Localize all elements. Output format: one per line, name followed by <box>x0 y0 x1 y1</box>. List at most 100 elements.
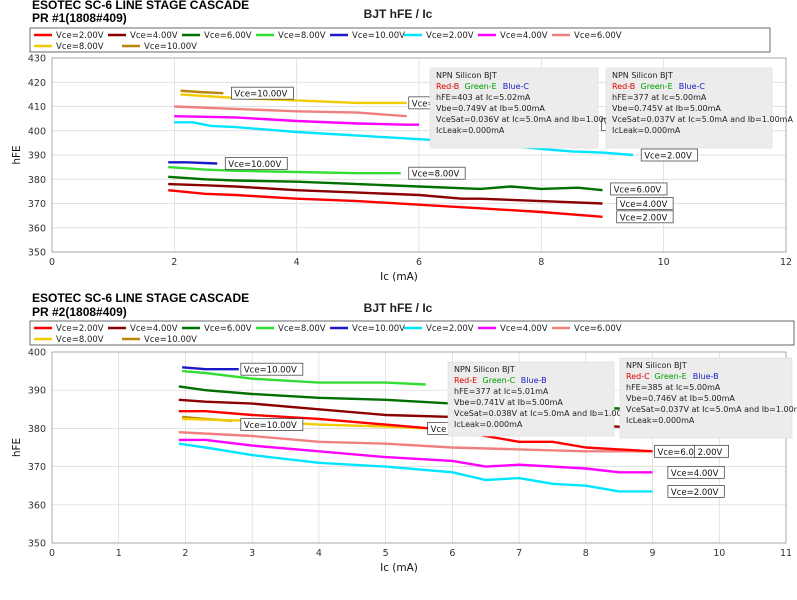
y-tick-label: 390 <box>28 386 46 397</box>
info-box-bg <box>619 357 793 439</box>
chart-heading-line2: PR #1(1808#409) <box>32 11 127 25</box>
x-tick-label: 0 <box>49 548 55 559</box>
legend-entry: Vce=6.00V <box>574 31 622 41</box>
info-box-title: NPN Silicon BJT <box>436 71 497 80</box>
x-tick-label: 6 <box>449 548 455 559</box>
info-box-line: Vbe=0.745V at Ib=5.00mA <box>612 104 721 113</box>
series-line <box>168 182 603 205</box>
legend-entry: Vce=4.00V <box>500 324 548 334</box>
y-tick-label: 410 <box>28 102 46 113</box>
legend-entry: Vce=2.00V <box>56 31 104 41</box>
y-tick-label: 380 <box>28 424 46 435</box>
series-group <box>168 89 634 218</box>
curve-label-box <box>240 362 304 376</box>
x-tick-label: 9 <box>650 548 656 559</box>
info-box-line: IcLeak=0.000mA <box>436 126 505 135</box>
legend-entry: Vce=8.00V <box>278 324 326 334</box>
y-tick-label: 370 <box>28 462 46 473</box>
curve-labels: Vce=10.00V Vce=10.00V Vce=2.00V Vce=4.00V Vc… <box>240 362 729 498</box>
chart-heading-line1: ESOTEC SC-6 LINE STAGE CASCADE <box>32 291 249 305</box>
info-box-pin: Blue-B <box>521 376 547 385</box>
y-axis-label: hFE <box>11 438 23 457</box>
curve-label-box <box>640 148 698 162</box>
info-box-line: IcLeak=0.000mA <box>454 420 523 429</box>
legend-entry: Vce=10.00V <box>352 324 405 334</box>
curve-label-box <box>224 157 288 170</box>
legend-frame <box>29 27 771 53</box>
info-box-pin: Red-E <box>454 376 477 385</box>
y-tick-label: 370 <box>28 199 46 210</box>
legend-entry: Vce=4.00V <box>130 31 178 41</box>
x-tick-label: 10 <box>713 548 725 559</box>
x-tick-label: 8 <box>583 548 589 559</box>
curve-label: Vce=10.00V <box>228 160 281 170</box>
info-box-line: Vbe=0.749V at Ib=5.00mA <box>436 104 545 113</box>
x-tick-label: 8 <box>538 257 544 268</box>
curve-label: Vce=8 <box>412 99 440 109</box>
series-line <box>180 93 407 105</box>
curve-label: Vce <box>431 425 447 435</box>
info-box-line: hFE=377 at Ic=5.00mA <box>612 93 707 102</box>
y-tick-label: 430 <box>28 54 46 65</box>
curve-label-box <box>667 465 725 479</box>
x-tick-label: 2 <box>182 548 188 559</box>
x-tick-label: 6 <box>416 257 422 268</box>
x-tick-label: 11 <box>780 548 792 559</box>
info-box-line: VceSat=0.036V at Ic=5.0mA and Ib=1.00mA <box>436 115 617 124</box>
curve-label: Vce=10.00V <box>244 421 297 431</box>
curve-label-box <box>616 210 674 224</box>
series-line <box>180 89 224 95</box>
curve-label: Vce=4.00V <box>671 469 719 479</box>
info-box: NPN Silicon BJT Red-B Green-E Blue-C hFE=403… <box>429 67 617 149</box>
series-line <box>168 189 603 218</box>
y-tick-label: 360 <box>28 500 46 511</box>
info-box-line: IcLeak=0.000mA <box>626 416 695 425</box>
series-line <box>168 165 401 175</box>
y-tick-label: 420 <box>28 78 46 89</box>
x-tick-label: 1 <box>116 548 122 559</box>
legend-entry: Vce=8.00V <box>56 335 104 345</box>
info-box-pin: Green-E <box>655 372 687 381</box>
series-line <box>174 105 407 118</box>
info-box-bg <box>447 361 615 437</box>
info-box: NPN Silicon BJT Red-B Green-E Blue-C hFE=377… <box>605 67 793 149</box>
y-tick-label: 350 <box>28 539 46 550</box>
curve-label-box <box>616 197 674 210</box>
legend-entry: Vce=8.00V <box>278 31 326 41</box>
legend-entry: Vce=10.00V <box>352 31 405 41</box>
series-line <box>178 442 653 493</box>
chart-title: BJT hFE / Ic <box>364 301 433 315</box>
curve-label-box <box>408 166 466 180</box>
legend-entry: Vce=8.00V <box>56 42 104 52</box>
x-tick-label: 4 <box>316 548 322 559</box>
chart-heading-line2: PR #2(1808#409) <box>32 305 127 319</box>
y-tick-label: 360 <box>28 223 46 234</box>
x-tick-label: 5 <box>383 548 389 559</box>
series-line <box>168 161 218 165</box>
legend-entry: Vce=4.00V <box>130 324 178 334</box>
legend-entry: Vce=2.00V <box>56 324 104 334</box>
y-tick-label: 350 <box>28 248 46 259</box>
curve-label-box <box>667 485 725 498</box>
legend-entry: Vce=4.00V <box>500 31 548 41</box>
curve-label-box <box>231 86 294 100</box>
x-tick-label: 4 <box>294 257 300 268</box>
legend-entry: Vce=2.00V <box>426 324 474 334</box>
info-box-bg <box>605 67 773 149</box>
info-box-title: NPN Silicon BJT <box>612 71 673 80</box>
legend-entry: Vce=6.00V <box>204 324 252 334</box>
curve-label: Vce=10.00V <box>244 366 297 376</box>
info-box-pin: Blue-C <box>503 82 530 91</box>
legend-entry: Vce=10.00V <box>144 42 197 52</box>
info-box-line: VceSat=0.037V at Ic=5.0mA and Ib=1.00mA <box>626 405 797 414</box>
series-line <box>182 417 426 430</box>
info-box-line: Vbe=0.741V at Ib=5.00mA <box>454 398 563 407</box>
info-box-bg <box>429 67 599 149</box>
curve-label-box <box>610 182 668 196</box>
curve-label: Vce=10.00V <box>234 90 287 100</box>
y-tick-label: 400 <box>28 126 46 137</box>
plot-frame <box>51 57 787 253</box>
info-box-pin: Red-B <box>436 82 459 91</box>
info-box-pin: Red-C <box>626 372 650 381</box>
info-box-line: Vbe=0.746V at Ib=5.00mA <box>626 394 735 403</box>
